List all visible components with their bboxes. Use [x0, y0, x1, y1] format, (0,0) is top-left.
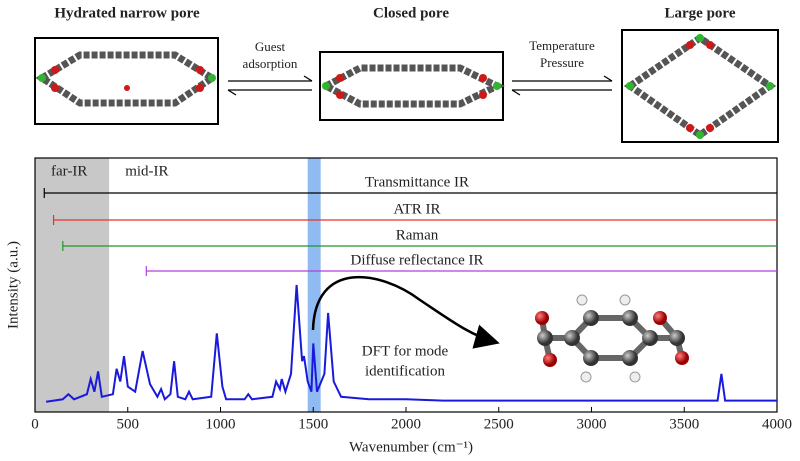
range-label: Diffuse reflectance IR: [351, 252, 484, 268]
metal-nodes: [38, 34, 774, 139]
equilibrium-arrows: [227, 75, 613, 96]
panel-frame: [34, 37, 219, 125]
x-tick-label: 3000: [577, 416, 607, 432]
transition-label: Pressure: [540, 55, 584, 70]
molecule: [535, 294, 689, 383]
x-tick-label: 2000: [391, 416, 421, 432]
panel-frame: [621, 29, 779, 143]
x-tick-label: 4000: [762, 416, 792, 432]
transition-label: Temperature: [529, 38, 595, 53]
spectrum-plot: far-IR mid-IR 0 500 1000 1500 2000 2500 3000 3500…: [31, 157, 792, 432]
spectrum-line: [45, 284, 777, 403]
framework: [623, 33, 777, 140]
oxygen-atoms: [51, 41, 714, 132]
x-axis-label: Wavenumber (cm⁻¹): [349, 439, 473, 455]
region-label: far-IR: [51, 163, 87, 179]
panel-title: Large pore: [665, 5, 736, 21]
x-tick-label: 0: [31, 416, 39, 432]
transition-label: Guest: [255, 39, 286, 54]
framework: [318, 64, 506, 108]
region: [35, 158, 110, 412]
highlight-band: [307, 158, 321, 412]
range-label: Transmittance IR: [365, 174, 469, 190]
x-tick-label: 500: [117, 416, 140, 432]
panels: Hydrated narrow pore Closed pore Large p…: [34, 5, 779, 143]
transition-label: adsorption: [243, 56, 298, 71]
x-tick-label: 3500: [669, 416, 699, 432]
range-label: Raman: [396, 227, 439, 243]
x-tick-label: 1500: [298, 416, 328, 432]
annotation: identification: [365, 363, 445, 379]
x-tick-label: 2500: [484, 416, 514, 432]
annotation-arrow: [311, 275, 500, 349]
y-axis-label: Intensity (a.u.): [5, 241, 21, 329]
panel-title: Hydrated narrow pore: [54, 5, 200, 21]
framework: [35, 51, 219, 107]
range-label: ATR IR: [393, 201, 440, 217]
x-tick-label: 1000: [206, 416, 236, 432]
annotation: DFT for mode: [362, 343, 449, 359]
panel-title: Closed pore: [373, 5, 449, 21]
region-label: mid-IR: [125, 163, 168, 179]
panel-frame: [319, 51, 504, 121]
